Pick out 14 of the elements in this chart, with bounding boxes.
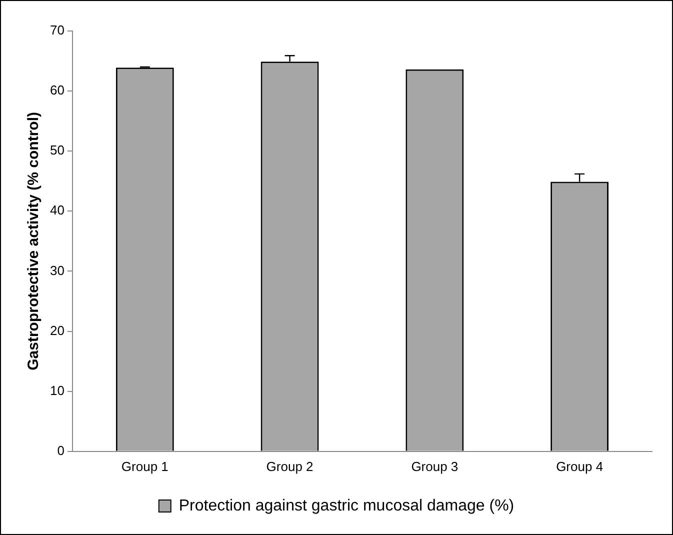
x-tick-label: Group 1 (121, 458, 168, 474)
y-tick-label: 30 (50, 262, 64, 278)
x-tick-label: Group 2 (266, 458, 314, 474)
y-tick-label: 0 (57, 442, 64, 458)
y-tick-label: 40 (50, 202, 64, 218)
y-tick-label: 60 (50, 82, 64, 98)
x-tick-label: Group 3 (411, 458, 458, 474)
legend-label: Protection against gastric mucosal damage (%) (178, 497, 514, 514)
y-tick-label: 10 (50, 382, 64, 398)
y-tick-label: 50 (50, 142, 64, 158)
y-tick-label: 70 (50, 22, 64, 38)
y-axis-title: Gastroprotective activity (% control) (25, 112, 42, 370)
y-tick-label: 20 (50, 322, 64, 338)
x-tick-label: Group 4 (556, 458, 604, 474)
